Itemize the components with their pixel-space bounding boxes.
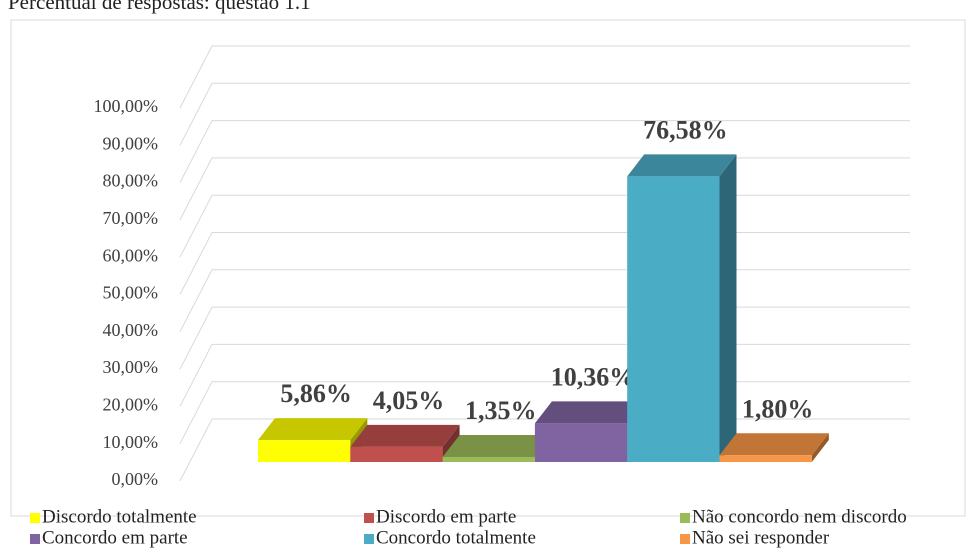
y-tick-label: 30,00% (103, 357, 159, 377)
legend-label: Não sei responder (692, 527, 830, 548)
y-tick-label: 80,00% (103, 171, 159, 191)
bar (534, 423, 628, 462)
data-label: 1,35% (465, 396, 537, 425)
bar-top (719, 433, 829, 456)
legend-swatch (30, 534, 40, 544)
bar (258, 440, 351, 462)
bar (627, 176, 720, 462)
bar-side (811, 433, 829, 462)
legend-label: Discordo em parte (376, 506, 516, 527)
legend-label: Discordo totalmente (42, 506, 197, 527)
y-tick-label: 70,00% (103, 208, 159, 228)
grid-line (179, 45, 910, 109)
data-label: 4,05% (373, 386, 445, 415)
legend-swatch (680, 513, 690, 523)
legend-label: Concordo em parte (42, 527, 188, 548)
y-tick-label: 10,00% (103, 432, 159, 452)
bar-top (442, 434, 552, 457)
chart-title: Percentual de respostas: questão 1.1 (8, 0, 311, 14)
legend-swatch (680, 534, 690, 544)
legend-swatch (364, 513, 374, 523)
y-tick-label: 20,00% (103, 395, 159, 415)
bar (350, 446, 443, 462)
y-tick-label: 90,00% (103, 133, 159, 153)
data-label: 76,58% (643, 115, 728, 144)
grid-line (179, 120, 910, 183)
data-label: 5,86% (280, 379, 352, 408)
y-tick-label: 0,00% (112, 469, 159, 489)
grid-line (179, 82, 910, 146)
bar-side (719, 154, 737, 462)
y-tick-label: 100,00% (94, 96, 159, 116)
bar-top (627, 154, 737, 177)
bar-top (350, 424, 460, 447)
title-strip (0, 0, 973, 18)
legend-swatch (364, 534, 374, 544)
legend-swatch (30, 513, 40, 523)
legend-label: Concordo totalmente (376, 527, 536, 548)
bar (442, 456, 535, 462)
data-label: 1,80% (742, 394, 814, 423)
bar-top (258, 418, 368, 441)
data-label: 10,36% (551, 362, 636, 391)
y-tick-label: 60,00% (103, 245, 159, 265)
y-tick-label: 50,00% (103, 283, 159, 303)
bar-top (534, 401, 645, 424)
legend-label: Não concordo nem discordo (692, 506, 907, 527)
bar (719, 455, 812, 462)
y-tick-label: 40,00% (103, 320, 159, 340)
